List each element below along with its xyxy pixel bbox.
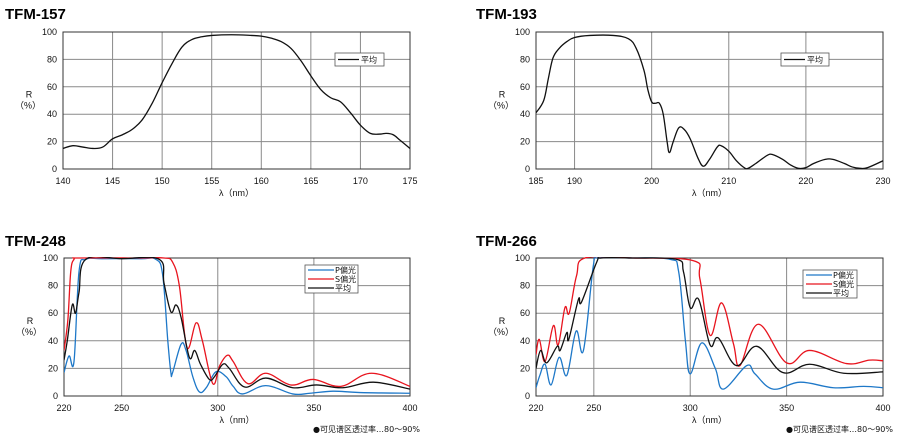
footnote: ●可见谱区透过率…80～90% — [786, 424, 893, 434]
y-tick-label: 0 — [53, 391, 58, 401]
x-tick-label: 145 — [105, 176, 120, 186]
chart-tfm-248: TFM-248 0 20 40 60 80 100 220 250 300 350 400 R（%） λ（… — [5, 233, 420, 434]
x-tick-label: 140 — [55, 176, 70, 186]
x-axis-label: λ（nm） — [692, 188, 727, 198]
y-tick-label: 100 — [515, 253, 530, 263]
x-tick-label: 230 — [875, 176, 890, 186]
x-tick-label: 190 — [567, 176, 582, 186]
x-tick-label: 160 — [254, 176, 269, 186]
y-tick-label: 20 — [520, 363, 530, 373]
x-tick-label: 300 — [683, 403, 698, 413]
x-tick-label: 350 — [306, 403, 321, 413]
legend: 平均 — [780, 52, 830, 67]
y-tick-label: 100 — [515, 27, 530, 37]
legend: 平均 — [334, 52, 385, 67]
x-axis-label: λ（nm） — [219, 188, 254, 198]
x-tick-label: 155 — [204, 176, 219, 186]
y-axis-label: R — [499, 316, 506, 326]
x-tick-label: 400 — [875, 403, 890, 413]
x-tick-label: 400 — [402, 403, 417, 413]
x-tick-label: 175 — [402, 176, 417, 186]
y-axis-unit: （%） — [488, 101, 514, 111]
y-tick-label: 40 — [47, 109, 57, 119]
y-tick-label: 40 — [520, 109, 530, 119]
legend-label: S偏光 — [833, 279, 854, 289]
x-tick-label: 185 — [528, 176, 543, 186]
y-tick-label: 20 — [520, 137, 530, 147]
y-tick-label: 0 — [52, 164, 57, 174]
chart-title: TFM-157 — [5, 6, 66, 23]
chart-title: TFM-248 — [5, 233, 66, 250]
y-tick-label: 0 — [525, 164, 530, 174]
y-axis-unit: （%） — [16, 327, 42, 337]
series-line-1 — [536, 257, 883, 367]
x-tick-label: 210 — [721, 176, 736, 186]
x-tick-label: 300 — [210, 403, 225, 413]
legend-label: P偏光 — [335, 265, 356, 275]
chart-tfm-193: TFM-193 0 20 40 60 80 100 185 190 200 210 220 230 R（%… — [476, 6, 891, 198]
series-line-0 — [536, 257, 883, 390]
y-tick-label: 80 — [48, 281, 58, 291]
footnote: ●可见谱区透过率…80～90% — [313, 424, 420, 434]
x-tick-label: 220 — [798, 176, 813, 186]
x-axis-label: λ（nm） — [219, 415, 254, 425]
y-axis-label: R — [27, 316, 34, 326]
x-axis-label: λ（nm） — [692, 415, 727, 425]
x-tick-label: 170 — [353, 176, 368, 186]
x-tick-label: 150 — [155, 176, 170, 186]
y-tick-label: 60 — [48, 308, 58, 318]
y-tick-label: 60 — [520, 308, 530, 318]
plot-area — [63, 257, 411, 397]
series-line-2 — [536, 257, 883, 375]
x-tick-label: 250 — [586, 403, 601, 413]
series-line-1 — [64, 257, 410, 388]
series-line-0 — [536, 34, 883, 170]
legend-label: 平均 — [361, 55, 377, 65]
y-axis-unit: （%） — [488, 327, 514, 337]
legend-box — [334, 52, 385, 67]
x-tick-label: 350 — [779, 403, 794, 413]
y-tick-label: 80 — [520, 281, 530, 291]
chart-title: TFM-193 — [476, 6, 537, 23]
legend-label: 平均 — [335, 283, 351, 293]
series-line-2 — [64, 257, 410, 390]
legend-label: 平均 — [833, 288, 849, 298]
y-tick-label: 60 — [47, 82, 57, 92]
y-tick-label: 40 — [520, 336, 530, 346]
plot-area — [535, 31, 884, 170]
y-tick-label: 60 — [520, 82, 530, 92]
series-line-0 — [63, 34, 410, 150]
y-tick-label: 0 — [525, 391, 530, 401]
y-tick-label: 100 — [43, 253, 58, 263]
y-tick-label: 80 — [520, 54, 530, 64]
x-tick-label: 220 — [528, 403, 543, 413]
x-tick-label: 220 — [56, 403, 71, 413]
y-axis-unit: （%） — [15, 101, 41, 111]
y-axis-label: R — [499, 90, 506, 100]
y-tick-label: 20 — [47, 137, 57, 147]
legend-label: 平均 — [807, 55, 823, 65]
x-tick-label: 200 — [644, 176, 659, 186]
chart-tfm-157: TFM-157 0 20 40 60 80 100 140 145 150 155 160 165 170… — [5, 6, 418, 198]
y-tick-label: 100 — [42, 27, 57, 37]
x-tick-label: 250 — [114, 403, 129, 413]
y-tick-label: 20 — [48, 363, 58, 373]
chart-title: TFM-266 — [476, 233, 537, 250]
y-axis-label: R — [26, 90, 33, 100]
chart-tfm-266: TFM-266 0 20 40 60 80 100 220 250 300 350 400 R（%） λ（… — [476, 233, 893, 434]
plot-area — [535, 257, 884, 397]
legend-label: P偏光 — [833, 270, 854, 280]
x-tick-label: 165 — [303, 176, 318, 186]
legend-label: S偏光 — [335, 274, 356, 284]
plot-area — [62, 31, 411, 170]
y-tick-label: 80 — [47, 54, 57, 64]
y-tick-label: 40 — [48, 336, 58, 346]
